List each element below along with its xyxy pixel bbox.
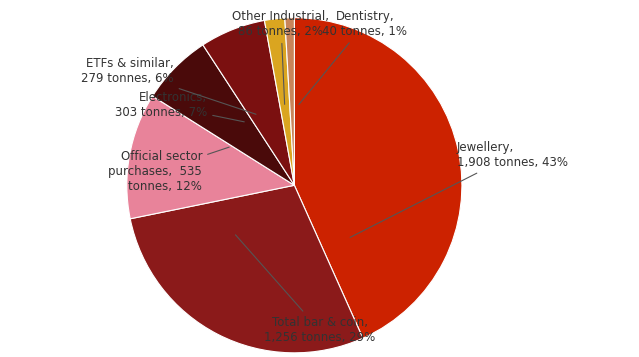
Wedge shape	[265, 18, 295, 185]
Wedge shape	[130, 185, 363, 353]
Text: Jewellery,
1,908 tonnes, 43%: Jewellery, 1,908 tonnes, 43%	[350, 141, 568, 237]
Wedge shape	[203, 20, 295, 185]
Text: Total bar & coin,
1,256 tonnes, 29%: Total bar & coin, 1,256 tonnes, 29%	[236, 235, 375, 344]
Wedge shape	[295, 18, 462, 338]
Text: Electronics,
303 tonnes, 7%: Electronics, 303 tonnes, 7%	[115, 91, 244, 122]
Text: Dentistry,
40 tonnes, 1%: Dentistry, 40 tonnes, 1%	[299, 10, 407, 105]
Wedge shape	[285, 18, 295, 185]
Text: Official sector
purchases,  535
tonnes, 12%: Official sector purchases, 535 tonnes, 1…	[109, 147, 229, 193]
Text: Other Industrial,
86 tonnes, 2%: Other Industrial, 86 tonnes, 2%	[233, 10, 330, 104]
Text: ETFs & similar,
279 tonnes, 6%: ETFs & similar, 279 tonnes, 6%	[81, 57, 256, 114]
Wedge shape	[127, 96, 295, 219]
Wedge shape	[153, 45, 295, 185]
